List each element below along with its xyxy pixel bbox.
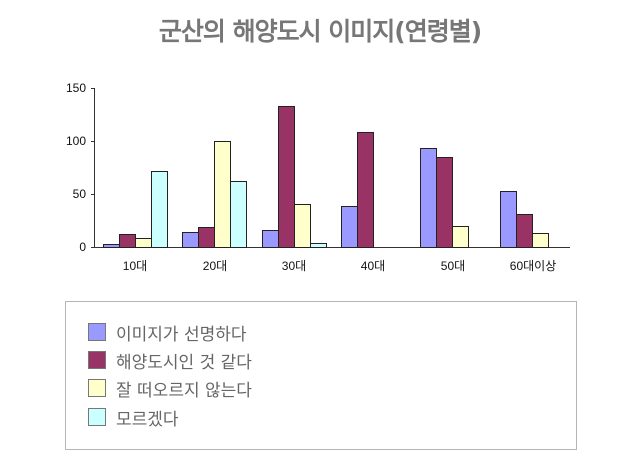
bar <box>230 181 247 248</box>
bar <box>420 148 437 248</box>
legend-item: 해양도시인 것 같다 <box>88 349 252 373</box>
bar <box>214 141 231 248</box>
y-axis <box>94 88 95 248</box>
bar <box>516 214 533 248</box>
legend: 이미지가 선명하다 해양도시인 것 같다 잘 떠오르지 않는다 모르겠다 <box>65 301 577 450</box>
x-axis <box>94 247 570 248</box>
x-tick-label: 30대 <box>281 259 307 273</box>
bar <box>103 244 120 248</box>
x-tick-label: 10대 <box>122 259 148 273</box>
y-tick-label: 150 <box>65 81 86 95</box>
legend-swatch-icon <box>88 408 106 426</box>
legend-swatch-icon <box>88 323 106 341</box>
bar <box>198 227 215 248</box>
legend-item: 이미지가 선명하다 <box>88 321 247 345</box>
legend-label: 잘 떠오르지 않는다 <box>116 380 252 401</box>
y-tick <box>91 247 95 248</box>
y-tick <box>91 88 95 89</box>
bar <box>262 230 279 248</box>
x-tick-label: 50대 <box>440 259 466 273</box>
plot-area: 150 100 50 0 10대 20대 30대 40대 50대 60대이상 <box>65 81 570 273</box>
legend-label: 해양도시인 것 같다 <box>116 352 252 373</box>
bar <box>452 226 469 248</box>
bar <box>294 204 311 248</box>
y-tick-label: 0 <box>79 240 86 254</box>
bar <box>182 232 199 248</box>
bar <box>278 106 295 248</box>
legend-label: 이미지가 선명하다 <box>116 324 247 345</box>
legend-item: 모르겠다 <box>88 406 179 430</box>
x-tick-label: 40대 <box>360 259 386 273</box>
legend-swatch-icon <box>88 379 106 397</box>
bar <box>341 206 358 248</box>
y-tick <box>91 194 95 195</box>
bar <box>436 157 453 248</box>
y-tick <box>91 141 95 142</box>
legend-label: 모르겠다 <box>116 409 179 430</box>
legend-swatch-icon <box>88 351 106 369</box>
x-tick-label: 20대 <box>202 259 228 273</box>
chart-title: 군산의 해양도시 이미지(연령별) <box>158 17 482 46</box>
bar <box>119 234 136 248</box>
x-tick-label: 60대이상 <box>509 259 557 273</box>
bar <box>135 238 152 248</box>
bar <box>357 132 374 248</box>
bar <box>500 191 517 248</box>
y-tick-label: 100 <box>65 134 86 148</box>
bar <box>532 233 549 248</box>
bar <box>310 243 327 248</box>
legend-item: 잘 떠오르지 않는다 <box>88 377 252 401</box>
y-tick-label: 50 <box>72 187 86 201</box>
bar <box>151 171 168 248</box>
